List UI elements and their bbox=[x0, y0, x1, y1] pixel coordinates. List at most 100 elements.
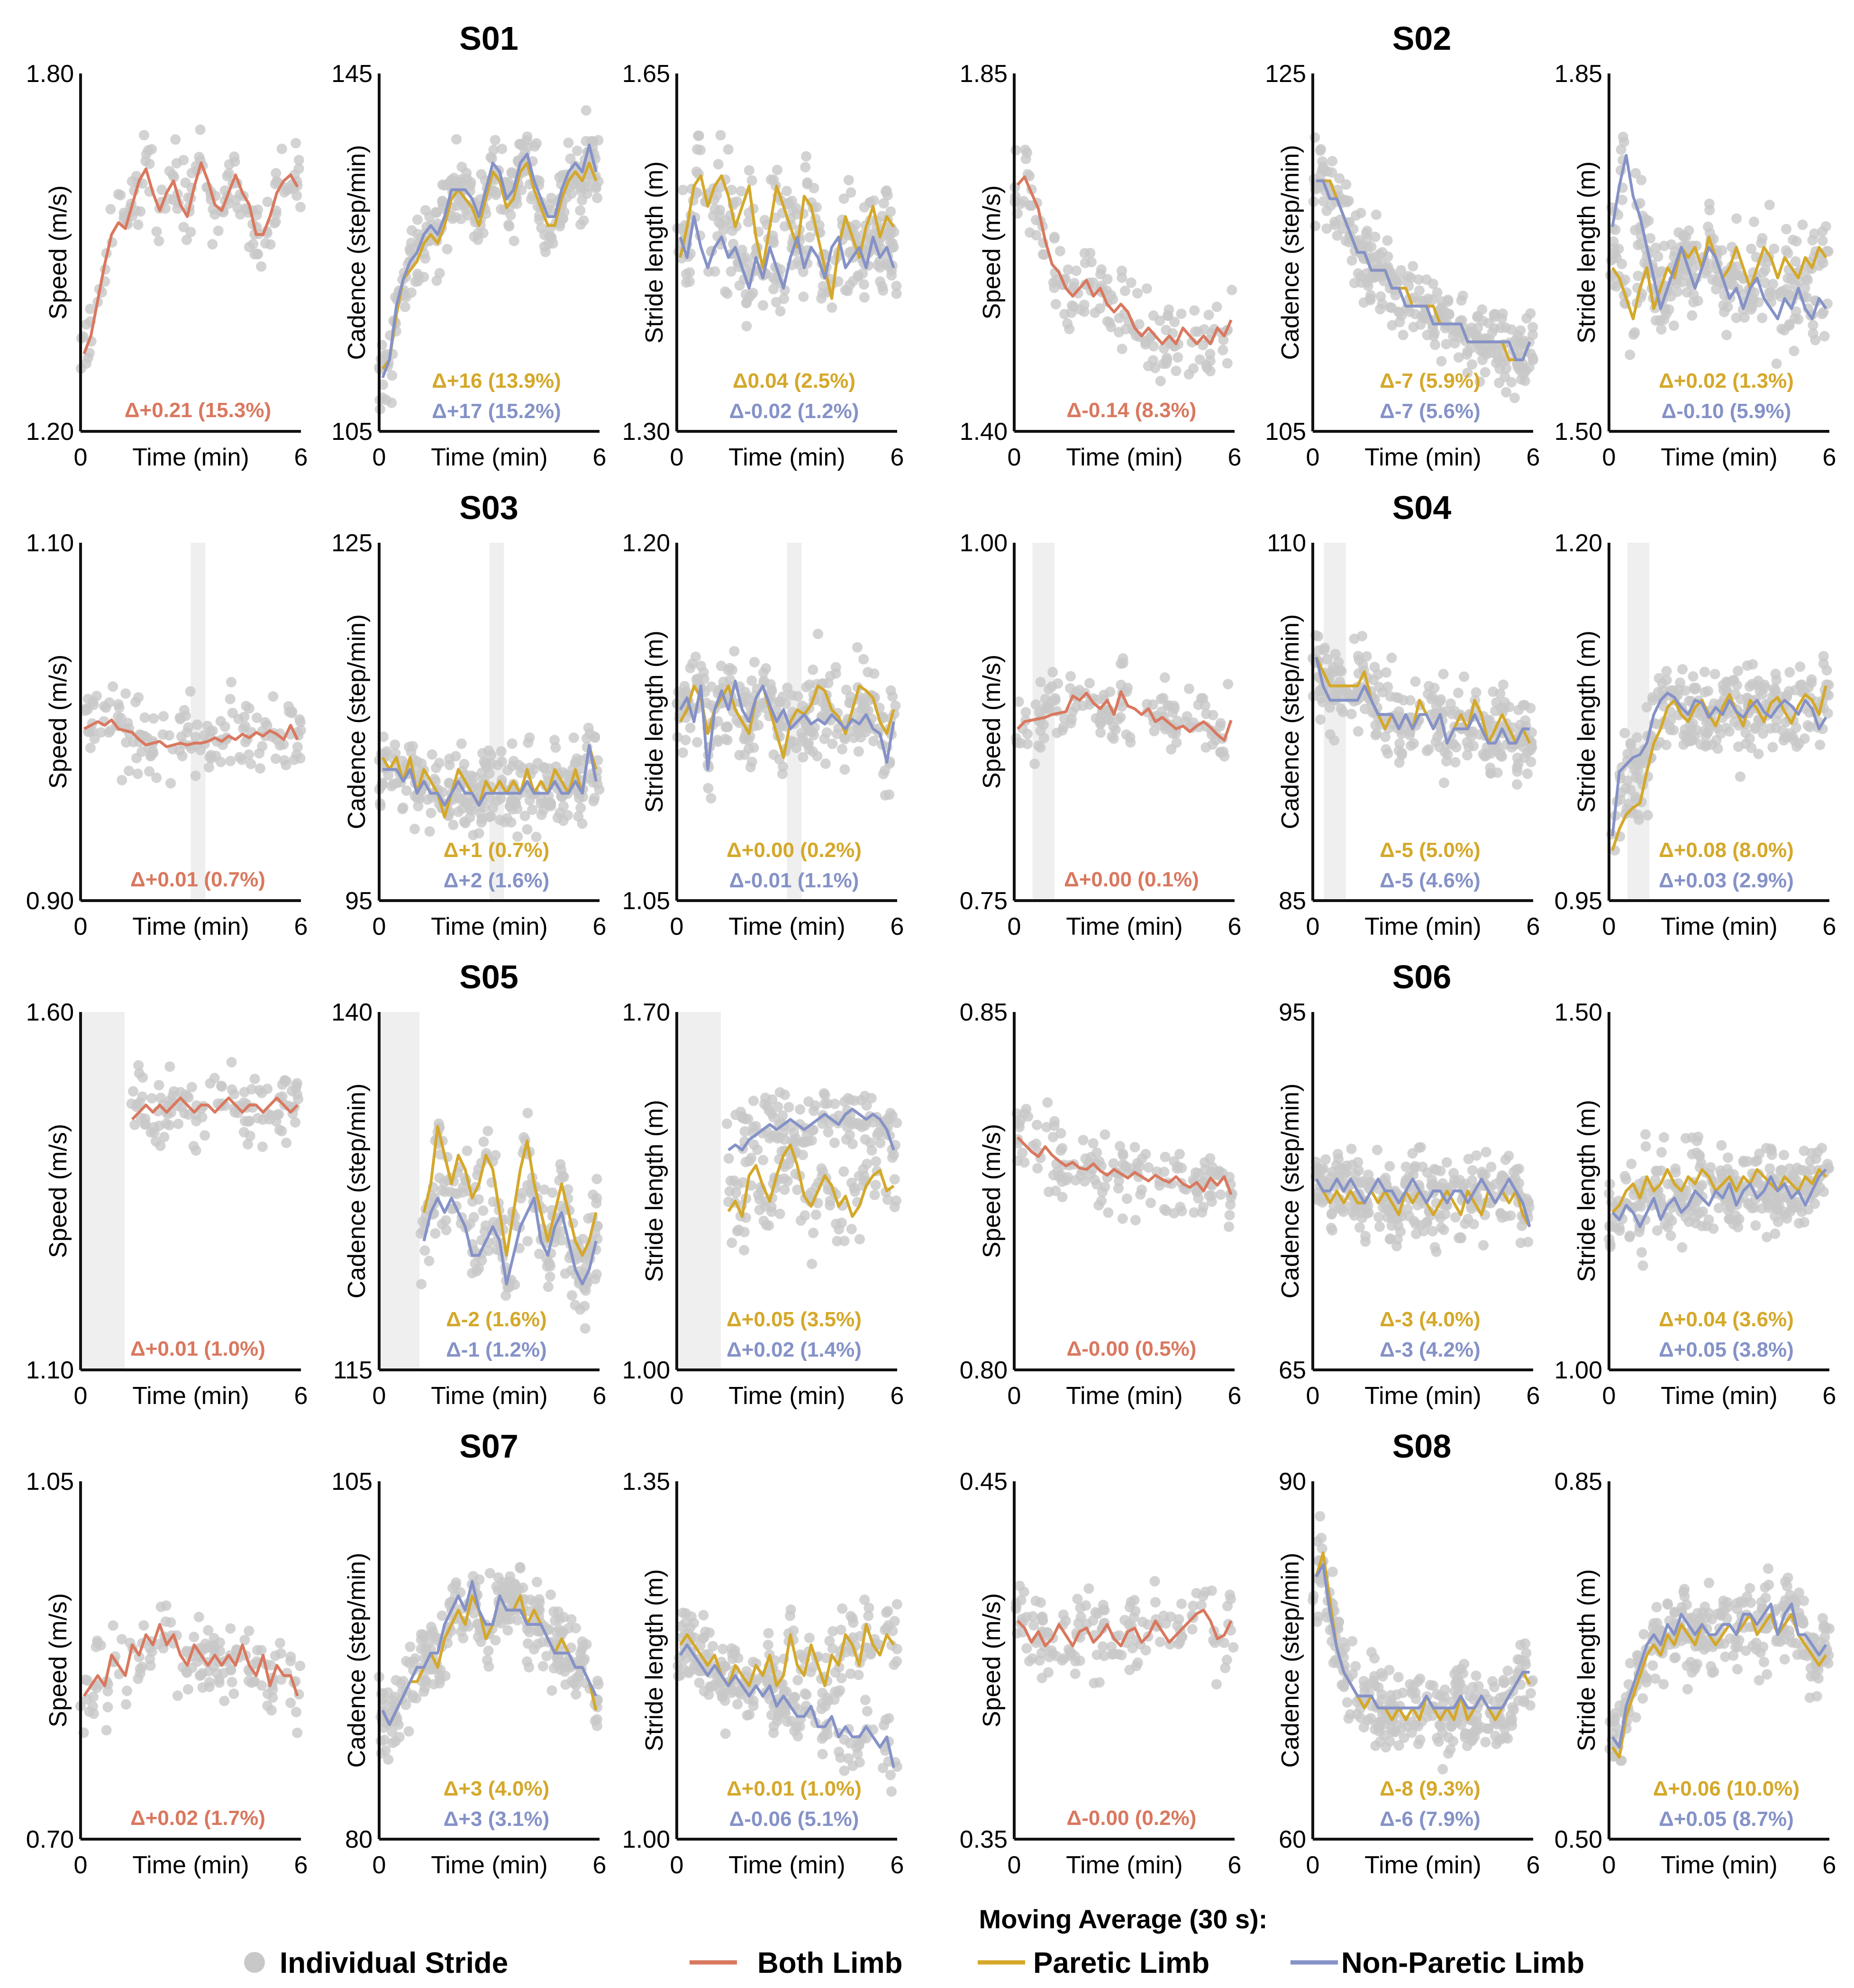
x-tick-end: 6 bbox=[891, 913, 904, 940]
stride-dot bbox=[1397, 748, 1408, 758]
stride-dot bbox=[880, 790, 891, 801]
moving-average-nonparetic bbox=[381, 144, 598, 378]
y-tick-bottom: 0.95 bbox=[1554, 887, 1602, 915]
stride-dot bbox=[1733, 1222, 1744, 1232]
stride-dot bbox=[839, 1235, 850, 1246]
y-tick-top: 125 bbox=[331, 529, 373, 557]
stride-dot bbox=[1199, 324, 1209, 335]
delta-annotation-nonparetic: Δ+0.03 (2.9%) bbox=[1659, 869, 1794, 892]
stride-dot bbox=[488, 802, 499, 813]
delta-annotation-both: Δ+0.01 (0.7%) bbox=[130, 868, 265, 891]
stride-dot bbox=[1161, 1205, 1172, 1216]
stride-dot bbox=[1065, 671, 1076, 682]
stride-dot bbox=[227, 708, 238, 719]
stride-dot bbox=[1084, 678, 1095, 689]
y-tick-top: 140 bbox=[331, 999, 373, 1026]
stride-dot bbox=[193, 1612, 204, 1623]
stride-dot bbox=[464, 804, 475, 814]
stride-dot bbox=[1690, 684, 1700, 695]
excluded-region bbox=[1324, 543, 1346, 901]
stride-dot bbox=[1126, 277, 1136, 288]
excluded-region bbox=[489, 543, 504, 901]
stride-dot bbox=[1818, 257, 1828, 268]
y-tick-top: 1.20 bbox=[622, 529, 670, 557]
x-axis-label: Time (min) bbox=[1364, 444, 1481, 471]
stride-dot bbox=[1205, 1153, 1216, 1164]
stride-dot bbox=[1617, 194, 1627, 205]
stride-dot bbox=[246, 1678, 257, 1688]
stride-dot bbox=[117, 775, 127, 785]
stride-dot bbox=[1783, 686, 1794, 697]
stride-dot bbox=[800, 162, 811, 173]
stride-dot bbox=[1625, 784, 1636, 795]
x-tick-end: 6 bbox=[1823, 1382, 1836, 1410]
stride-dot bbox=[488, 185, 499, 196]
stride-dot bbox=[1023, 1111, 1034, 1122]
x-axis-label: Time (min) bbox=[1661, 913, 1778, 940]
stride-dot bbox=[1491, 357, 1502, 368]
stride-dot bbox=[1119, 285, 1130, 296]
stride-dot bbox=[1765, 723, 1776, 734]
stride-dot bbox=[1174, 1149, 1185, 1159]
stride-dot bbox=[195, 124, 206, 135]
stride-dot bbox=[758, 300, 768, 311]
stride-dot bbox=[1423, 744, 1434, 755]
stride-dot bbox=[1346, 255, 1357, 266]
stride-dot bbox=[102, 1702, 113, 1713]
stride-dot bbox=[1057, 1143, 1068, 1154]
stride-dot bbox=[527, 804, 538, 815]
stride-dot bbox=[736, 186, 746, 197]
stride-dot bbox=[224, 159, 235, 170]
stride-dot bbox=[1371, 251, 1382, 262]
x-tick-start: 0 bbox=[74, 913, 88, 940]
stride-dot bbox=[845, 1130, 855, 1140]
y-tick-top: 1.05 bbox=[26, 1468, 74, 1496]
stride-dot bbox=[1448, 331, 1459, 342]
stride-dot bbox=[744, 165, 754, 176]
stride-dot bbox=[1691, 1148, 1702, 1158]
stride-dot bbox=[1118, 1150, 1128, 1161]
stride-dot bbox=[798, 752, 809, 763]
stride-dot bbox=[1336, 666, 1347, 677]
stride-dot bbox=[226, 1057, 237, 1067]
stride-dot bbox=[165, 778, 176, 789]
stride-dot bbox=[1625, 1231, 1636, 1241]
delta-annotation-nonparetic: Δ+0.05 (3.8%) bbox=[1659, 1338, 1794, 1361]
stride-dot bbox=[1176, 309, 1187, 319]
stride-dot bbox=[1134, 319, 1145, 330]
y-tick-top: 145 bbox=[331, 60, 373, 88]
stride-dot bbox=[1048, 1131, 1059, 1142]
stride-dots bbox=[1310, 1142, 1535, 1257]
stride-dot bbox=[216, 1080, 227, 1091]
stride-dot bbox=[1223, 679, 1234, 690]
stride-dot bbox=[819, 1098, 830, 1109]
stride-dot bbox=[1336, 1204, 1347, 1214]
stride-dot bbox=[1781, 245, 1791, 256]
stride-dot bbox=[285, 1651, 296, 1662]
stride-dot bbox=[534, 214, 545, 225]
stride-dot bbox=[105, 204, 116, 215]
stride-dot bbox=[1169, 317, 1180, 328]
stride-dot bbox=[1047, 667, 1058, 677]
stride-dot bbox=[680, 735, 691, 746]
stride-dot bbox=[795, 1104, 806, 1115]
stride-dot bbox=[1172, 1161, 1183, 1172]
stride-dot bbox=[1757, 312, 1768, 323]
stride-dot bbox=[155, 1093, 166, 1103]
stride-dot bbox=[1474, 376, 1485, 387]
stride-dot bbox=[820, 758, 831, 769]
stride-dot bbox=[552, 812, 563, 823]
stride-dot bbox=[1089, 1175, 1100, 1186]
stride-dot bbox=[133, 219, 144, 230]
stride-dot bbox=[456, 738, 467, 749]
y-tick-bottom: 0.90 bbox=[26, 887, 74, 915]
stride-dot bbox=[276, 1126, 287, 1137]
stride-dot bbox=[1447, 709, 1458, 720]
y-tick-bottom: 0.80 bbox=[960, 1357, 1008, 1384]
stride-dot bbox=[424, 826, 435, 837]
stride-dot bbox=[1316, 168, 1327, 179]
stride-dot bbox=[1104, 714, 1114, 724]
